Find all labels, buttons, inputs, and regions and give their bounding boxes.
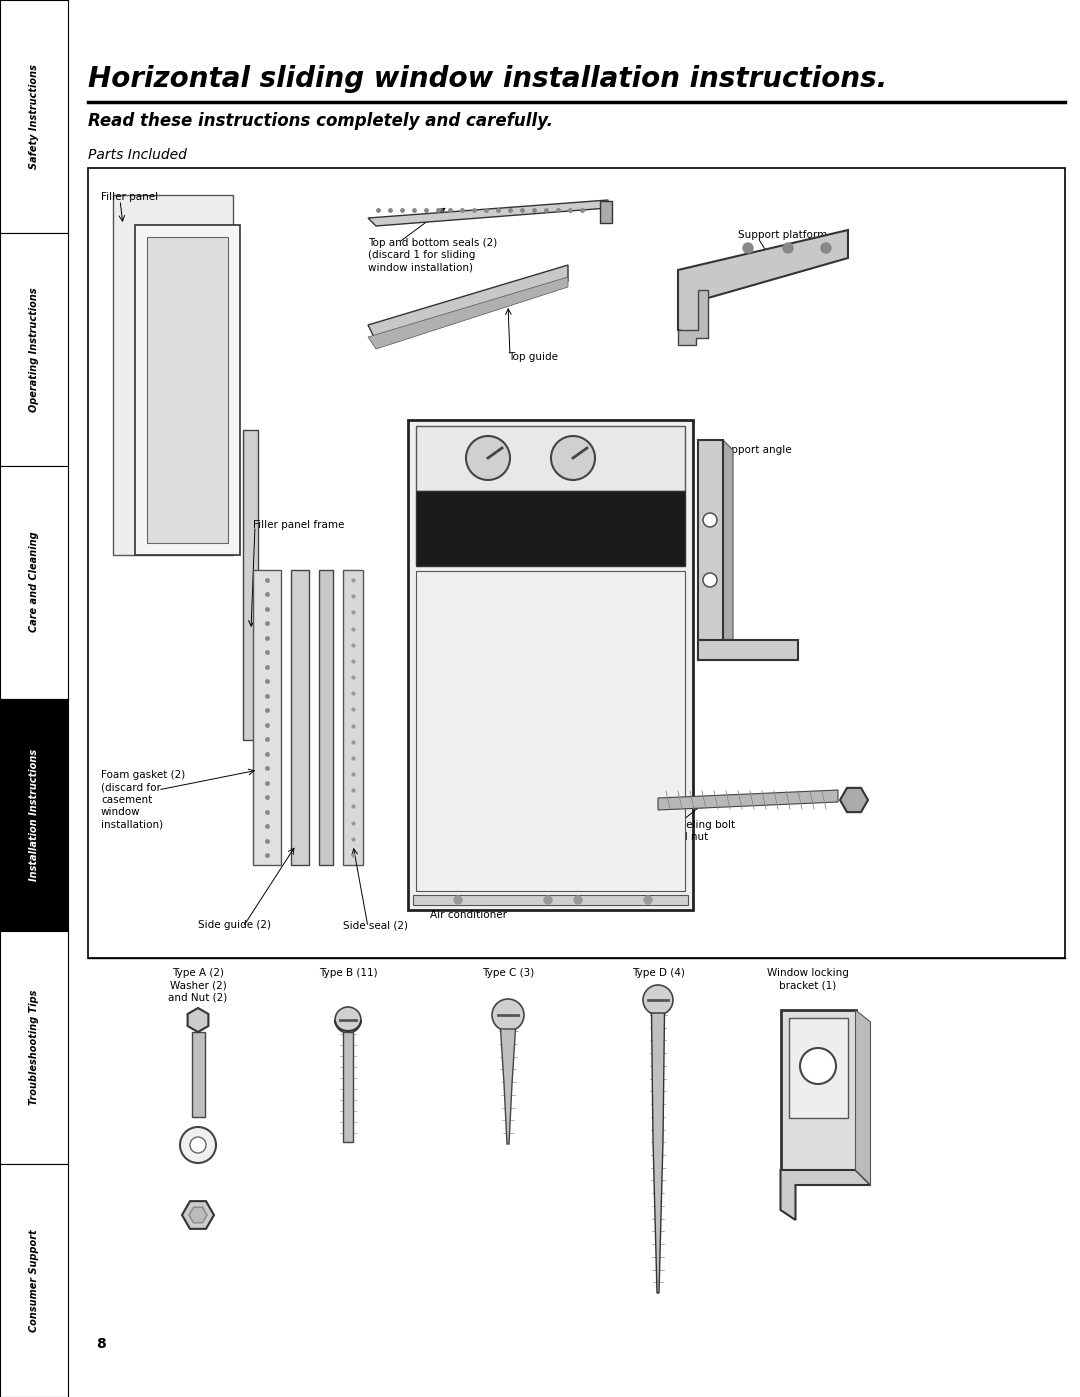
FancyBboxPatch shape [319,570,333,865]
FancyBboxPatch shape [87,168,1065,958]
FancyBboxPatch shape [147,237,228,543]
Text: Window locking
bracket (1): Window locking bracket (1) [767,968,849,990]
Text: Side guide (2): Side guide (2) [198,921,271,930]
Polygon shape [781,1171,870,1220]
Text: Side seal (2): Side seal (2) [343,921,408,930]
FancyBboxPatch shape [698,640,798,659]
Text: Horizontal sliding window installation instructions.: Horizontal sliding window installation i… [87,66,887,94]
Text: Type A (2)
Washer (2)
and Nut (2): Type A (2) Washer (2) and Nut (2) [168,968,228,1003]
Text: Type C (3): Type C (3) [482,968,535,978]
Circle shape [573,895,582,904]
Circle shape [703,573,717,587]
Text: Troubleshooting Tips: Troubleshooting Tips [29,990,39,1105]
FancyBboxPatch shape [416,571,685,891]
Circle shape [743,243,753,253]
Circle shape [551,436,595,481]
Circle shape [544,895,552,904]
Polygon shape [368,277,568,349]
FancyBboxPatch shape [698,440,723,659]
FancyBboxPatch shape [291,570,309,865]
Circle shape [703,513,717,527]
Text: Top and bottom seals (2)
(discard 1 for sliding
window installation): Top and bottom seals (2) (discard 1 for … [368,237,497,272]
Polygon shape [651,1013,664,1294]
FancyBboxPatch shape [416,490,685,566]
Polygon shape [855,1010,870,1185]
FancyBboxPatch shape [416,426,685,490]
Text: 8: 8 [96,1337,106,1351]
FancyBboxPatch shape [408,420,693,909]
Text: Read these instructions completely and carefully.: Read these instructions completely and c… [87,112,553,130]
FancyBboxPatch shape [135,225,240,555]
FancyBboxPatch shape [600,201,612,224]
Text: Safety Instructions: Safety Instructions [29,64,39,169]
Text: Support angle: Support angle [718,446,792,455]
Circle shape [190,1137,206,1153]
FancyBboxPatch shape [253,570,281,865]
Polygon shape [500,1030,515,1144]
FancyBboxPatch shape [413,895,688,905]
FancyBboxPatch shape [113,196,233,555]
Text: Type D (4): Type D (4) [632,968,685,978]
Text: Foam gasket (2)
(discard for
casement
window
installation): Foam gasket (2) (discard for casement wi… [102,770,186,830]
Text: Installation Instructions: Installation Instructions [29,749,39,882]
Polygon shape [368,200,608,226]
Text: Operating Instructions: Operating Instructions [29,286,39,412]
Circle shape [800,1048,836,1084]
Text: Top guide: Top guide [508,352,558,362]
FancyBboxPatch shape [788,1018,848,1118]
FancyBboxPatch shape [343,570,363,865]
Circle shape [335,1007,361,1032]
Circle shape [783,243,793,253]
FancyBboxPatch shape [243,430,258,740]
FancyBboxPatch shape [781,1010,855,1171]
Text: Leveling bolt
and nut: Leveling bolt and nut [669,820,735,842]
Circle shape [180,1127,216,1162]
Text: Support platform: Support platform [738,231,827,240]
Circle shape [454,895,462,904]
Text: Parts Included: Parts Included [87,148,187,162]
Text: Care and Cleaning: Care and Cleaning [29,532,39,633]
FancyBboxPatch shape [343,1032,353,1141]
Circle shape [492,999,524,1031]
Polygon shape [658,789,838,810]
Text: Consumer Support: Consumer Support [29,1229,39,1331]
Text: Air conditioner: Air conditioner [430,909,507,921]
Polygon shape [368,265,568,341]
Circle shape [821,243,831,253]
Text: Type B (11): Type B (11) [319,968,377,978]
Polygon shape [723,440,733,659]
Polygon shape [678,231,848,338]
Polygon shape [678,291,708,345]
FancyBboxPatch shape [191,1032,204,1118]
Circle shape [643,985,673,1016]
Text: Filler panel: Filler panel [102,191,158,203]
Circle shape [465,436,510,481]
Circle shape [644,895,652,904]
Text: Filler panel frame: Filler panel frame [253,520,345,529]
